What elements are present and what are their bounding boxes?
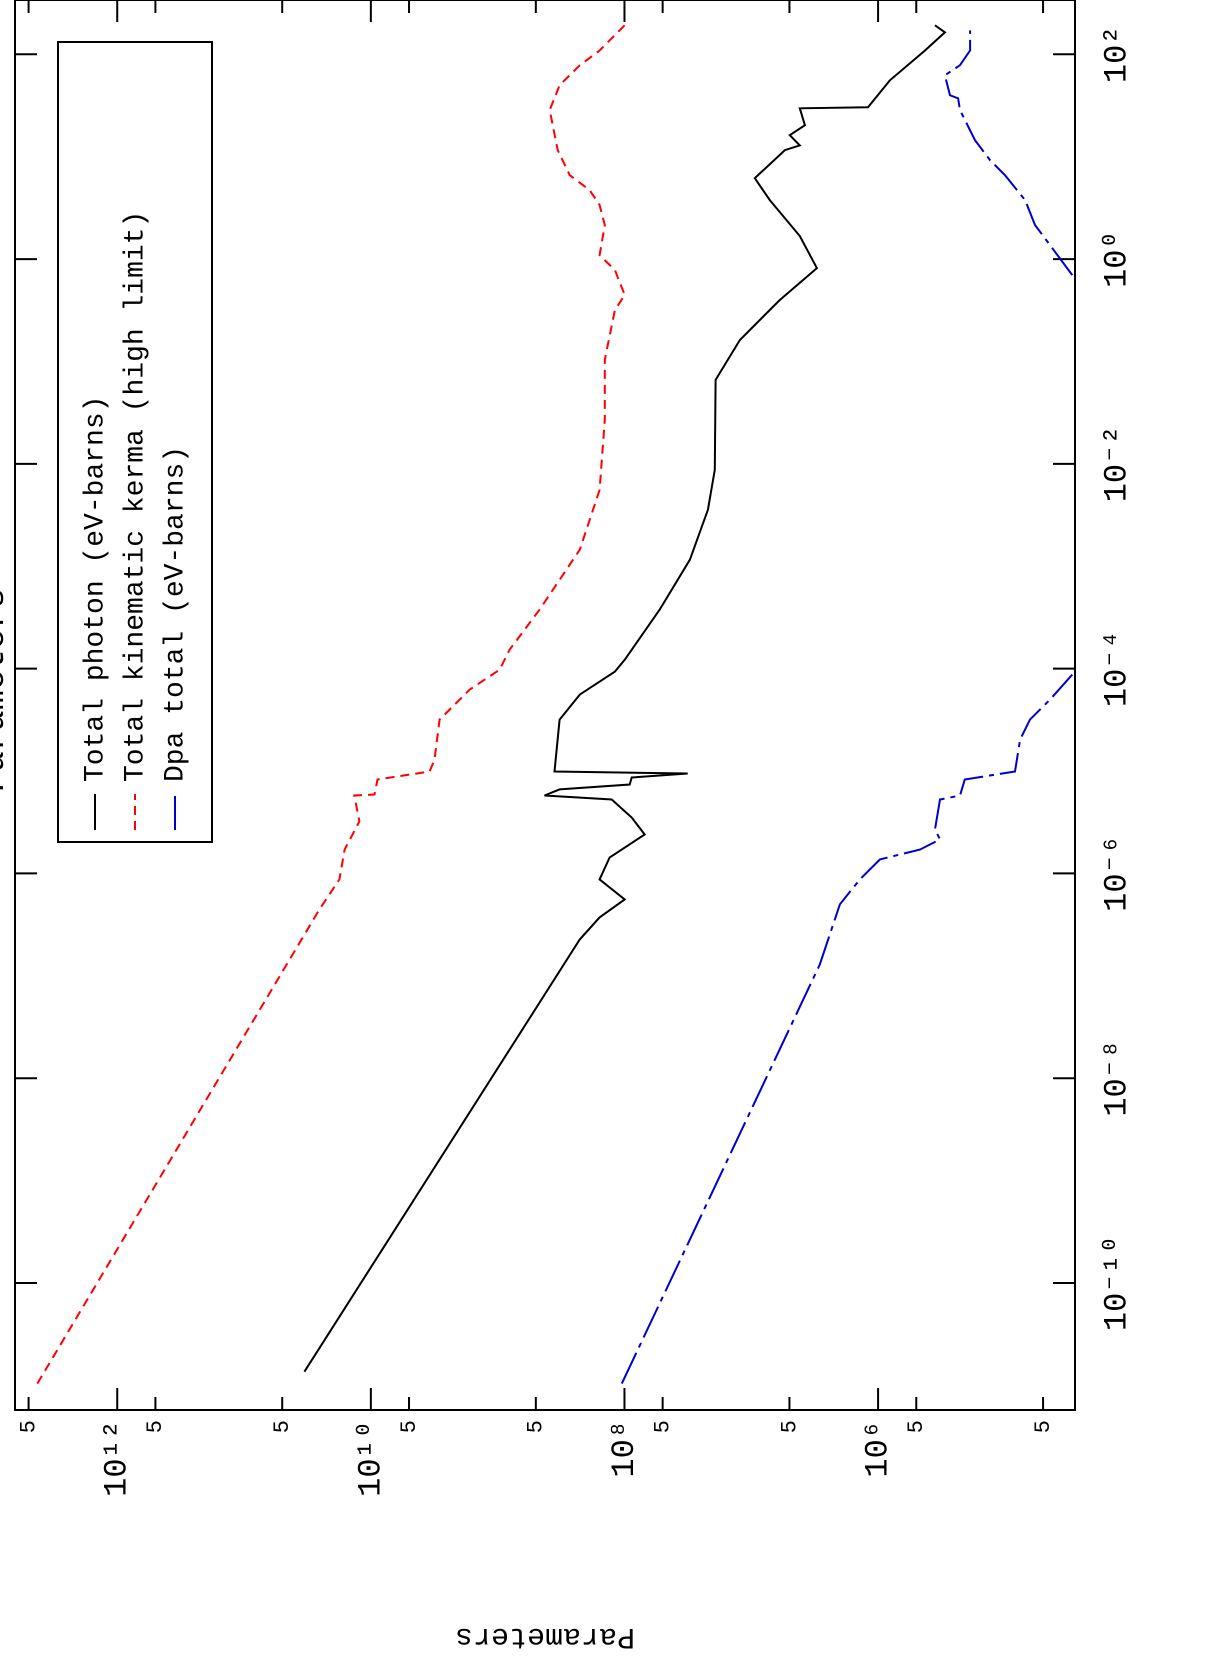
legend-box	[57, 41, 213, 843]
y-tick-label: 10⁶	[860, 1420, 897, 1478]
y-tick-label: 10⁸	[606, 1420, 643, 1478]
y-tick-label: 5	[143, 1420, 168, 1433]
plot-frame	[14, 0, 1076, 1411]
y-tick-label: 10¹⁰	[352, 1420, 389, 1497]
y-tick-label: 5	[777, 1420, 802, 1433]
y-tick-label: 5	[1031, 1420, 1056, 1433]
y-tick-label: 5	[524, 1420, 549, 1433]
x-tick-label: 10²	[1098, 25, 1135, 83]
y-tick-label: 5	[16, 1420, 41, 1433]
legend-label: Total photon (eV-barns)	[80, 396, 111, 782]
legend-label: Total kinematic kerma (high limit)	[120, 211, 151, 782]
series-line	[303, 24, 947, 1373]
series-line	[620, 30, 1074, 1385]
y-tick-label: 5	[904, 1420, 929, 1433]
y-tick-label: 5	[270, 1420, 295, 1433]
x-tick-label: 10⁻²	[1098, 425, 1135, 502]
x-tick-label: 10⁻⁴	[1098, 630, 1135, 707]
legend-label: Dpa total (eV-barns)	[160, 446, 191, 782]
y-tick-label: 5	[397, 1420, 422, 1433]
plot-area	[36, 24, 1074, 1385]
y-tick-label: 10¹²	[99, 1420, 136, 1497]
y-axis-label: Parameters	[455, 1619, 635, 1653]
x-tick-label: 10⁻⁸	[1098, 1040, 1135, 1117]
x-tick-label: 10⁻⁶	[1098, 835, 1135, 912]
series-line	[36, 24, 626, 1385]
x-tick-label: 10⁻¹⁰	[1098, 1235, 1135, 1331]
y-tick-label: 5	[650, 1420, 675, 1433]
x-tick-label: 10⁰	[1098, 230, 1135, 288]
rotated-frame: Parameters Parameters 10⁻¹⁰ 10⁻⁸ 10⁻⁶ 10⁻⁴ 1…	[0, 0, 1135, 1653]
chart-title: Parameters	[0, 588, 14, 792]
